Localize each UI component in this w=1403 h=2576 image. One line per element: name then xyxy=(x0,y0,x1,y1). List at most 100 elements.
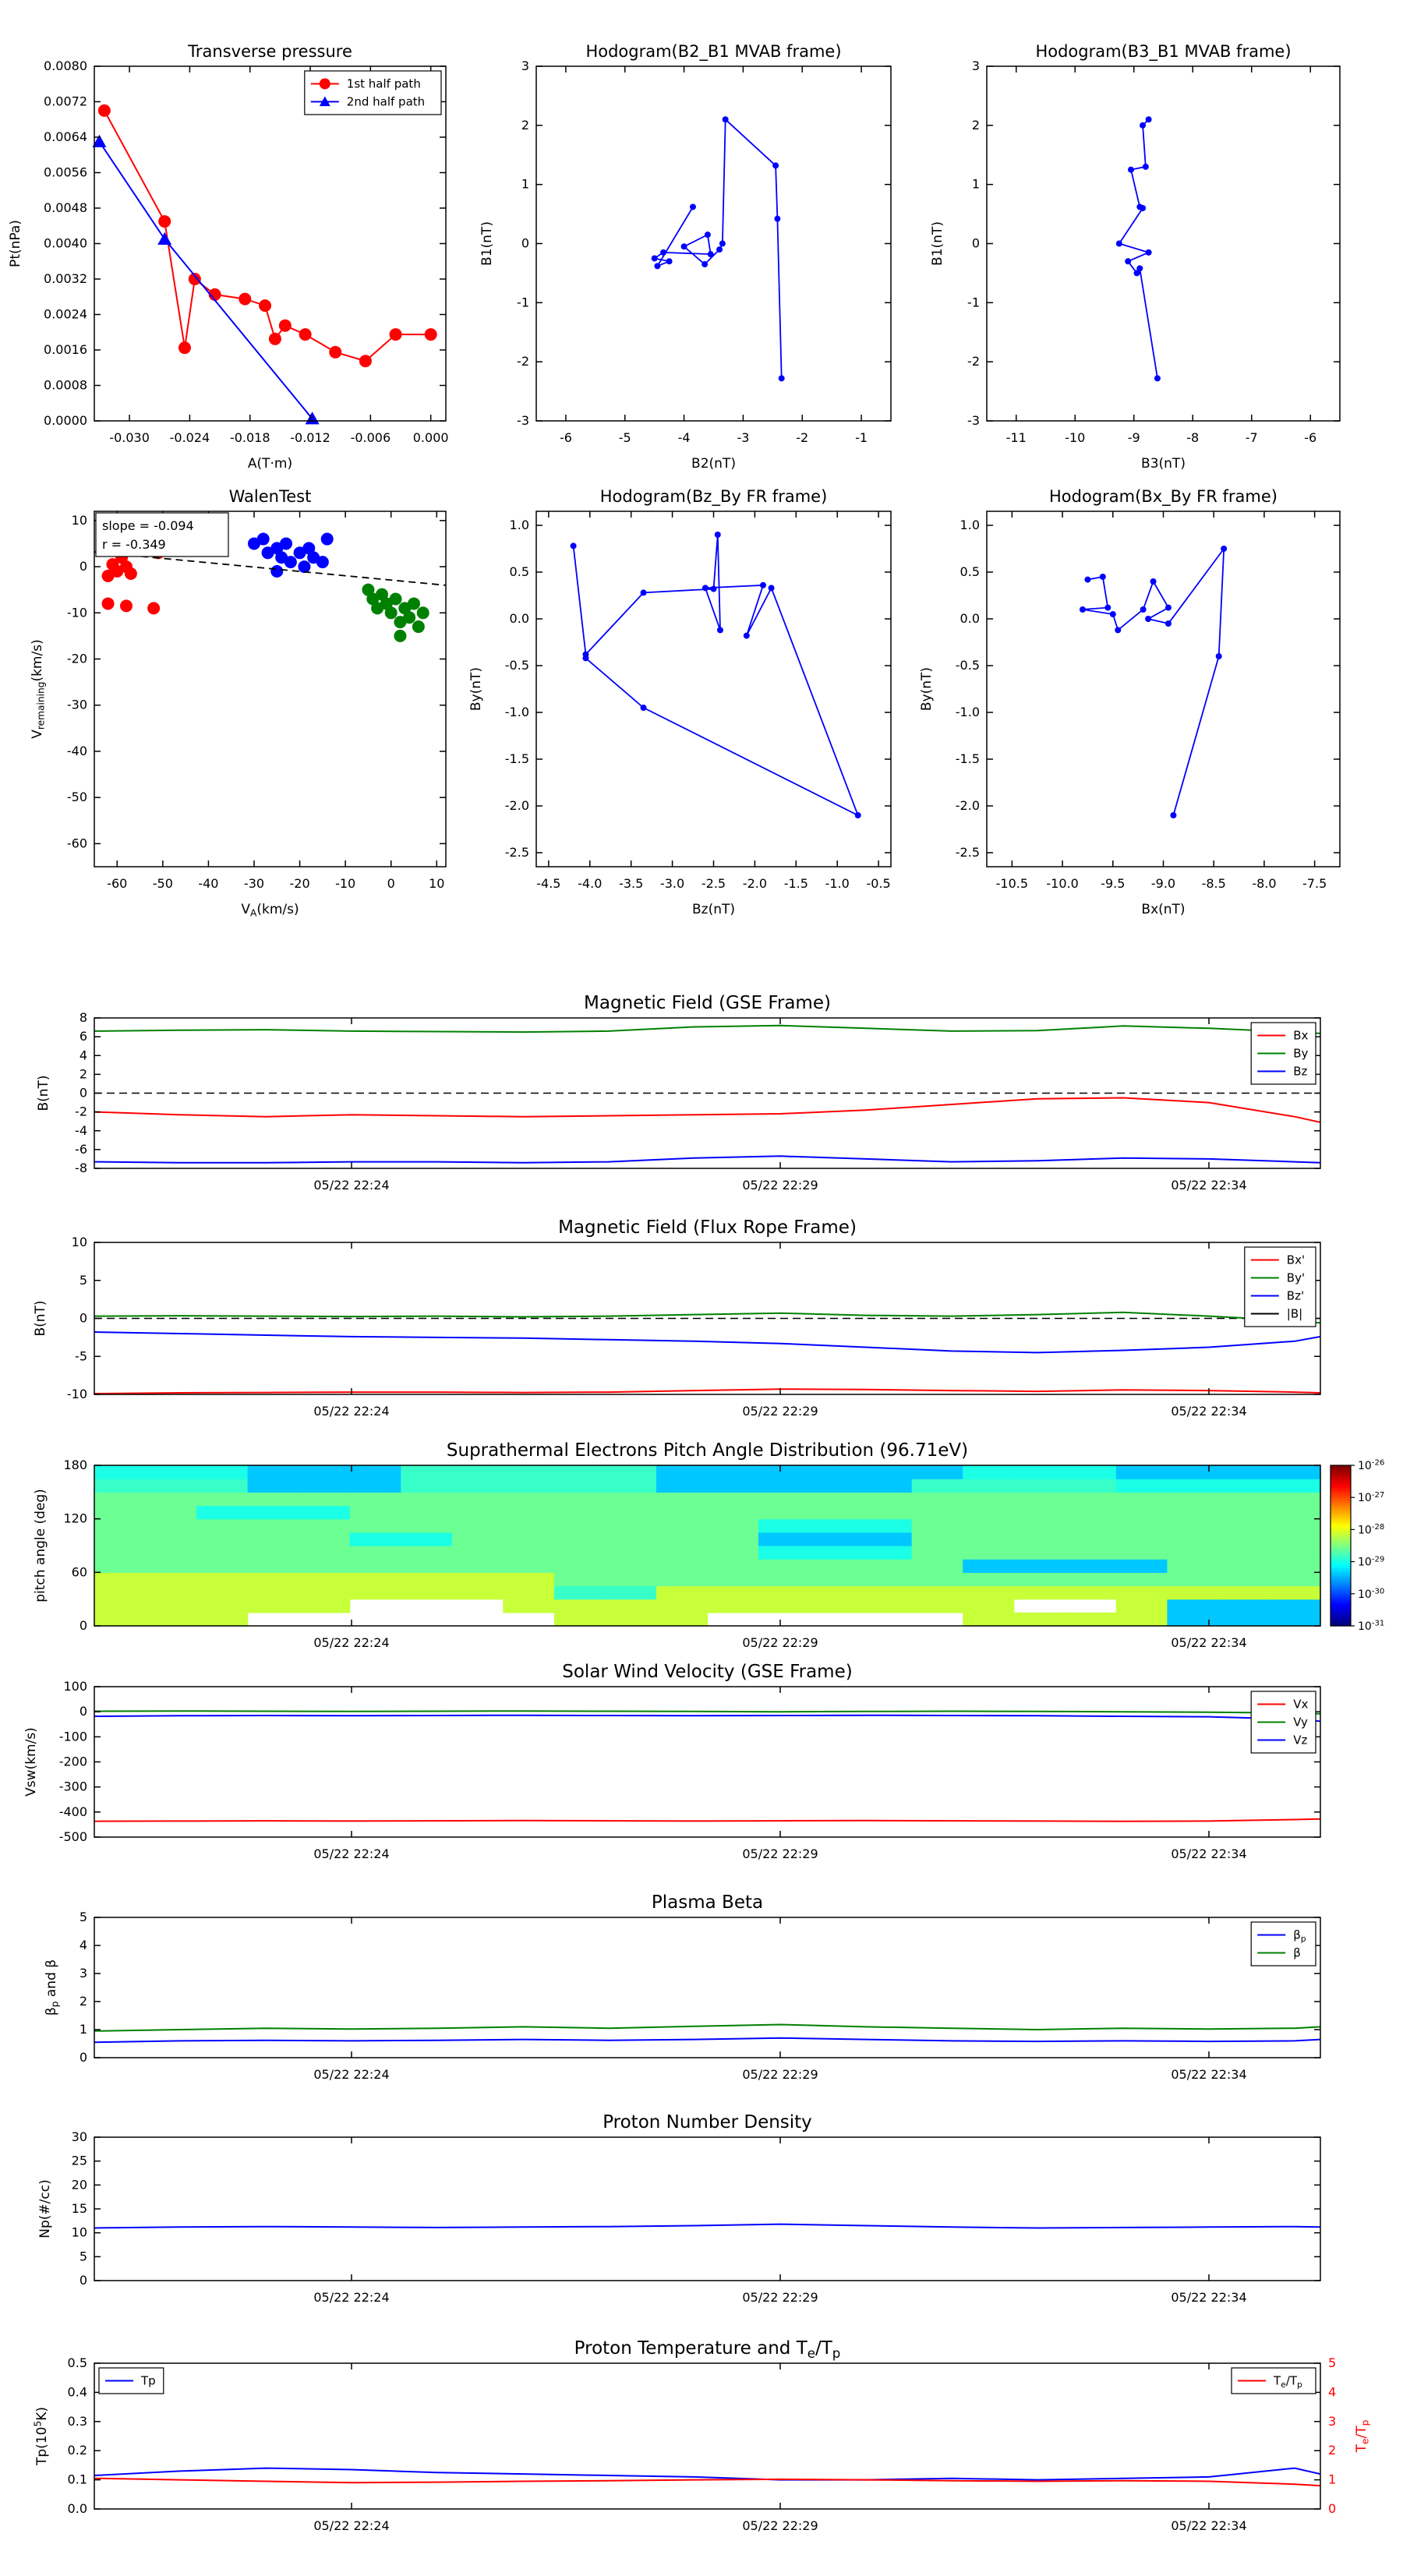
walen-test-annotation-line: slope = -0.094 xyxy=(102,518,194,533)
x-tick-label: 05/22 22:34 xyxy=(1171,2290,1246,2305)
x-tick-label: -8 xyxy=(1186,430,1199,445)
b-gse-series-Bx xyxy=(94,1097,1320,1123)
y-tick-label: -500 xyxy=(59,1829,87,1844)
x-tick-label: 05/22 22:29 xyxy=(742,1178,818,1193)
y-tick-label: -1.0 xyxy=(956,705,980,719)
x-tick-label: -0.018 xyxy=(230,430,270,445)
y-tick-label: 0.0 xyxy=(510,611,529,626)
legend-label: By' xyxy=(1287,1271,1305,1285)
hodogram-b3b1-title: Hodogram(B3_B1 MVAB frame) xyxy=(1035,42,1291,62)
y-tick-label: 15 xyxy=(72,2201,87,2216)
beta-series-beta-p xyxy=(94,2037,1320,2044)
vsw-ylabel: Vsw(km/s) xyxy=(23,1727,39,1797)
b-fr-title: Magnetic Field (Flux Rope Frame) xyxy=(558,1217,857,1238)
walen-test-ylabel: Vremaining(km/s) xyxy=(30,639,47,738)
hodogram-bxby-xlabel: Bx(nT) xyxy=(1141,902,1185,917)
y-tick-label: -1.5 xyxy=(956,751,980,766)
x-tick-label: 05/22 22:24 xyxy=(313,1178,389,1193)
y-tick-label: 0.0008 xyxy=(44,378,87,393)
x-tick-label: 05/22 22:34 xyxy=(1171,1178,1246,1193)
y-tick-label: 2 xyxy=(80,1066,87,1081)
beta-ylabel: βp and β xyxy=(44,1959,61,2016)
x-tick-label: -2 xyxy=(796,430,808,445)
hodogram-b2b1-title: Hodogram(B2_B1 MVAB frame) xyxy=(585,42,841,62)
y-tick-label: 0 xyxy=(80,2050,87,2065)
y-tick-label: 1 xyxy=(80,2022,87,2037)
legend-label: Bz xyxy=(1293,1065,1307,1079)
x-tick-label: -3.5 xyxy=(619,876,643,891)
y-tick-label: 0 xyxy=(80,2273,87,2288)
b-gse-title: Magnetic Field (GSE Frame) xyxy=(584,993,831,1013)
transverse-pressure-legend: 1st half path 2nd half path xyxy=(304,70,442,115)
y-tick-label: 2 xyxy=(972,118,980,133)
x-tick-label: 05/22 22:29 xyxy=(742,1635,818,1650)
b-fr-series-By' xyxy=(94,1311,1320,1324)
x-tick-label: 05/22 22:24 xyxy=(313,1846,389,1861)
b-fr: 05/22 22:24 05/22 22:29 05/22 22:34 -10 -5 0 5… xyxy=(33,1217,1321,1419)
colorbar-tick-label: 10-27 xyxy=(1358,1491,1384,1504)
hodogram-bzby-axes xyxy=(535,511,892,868)
x-tick-label: 05/22 22:29 xyxy=(742,1846,818,1861)
x-tick-label: 0.000 xyxy=(413,430,449,445)
x-tick-label: -4.5 xyxy=(536,876,560,891)
x-tick-label: 05/22 22:24 xyxy=(313,2290,389,2305)
legend-label: |B| xyxy=(1287,1307,1302,1321)
x-tick-label: 05/22 22:29 xyxy=(742,2518,818,2533)
hodogram-b2b1-ylabel: B1(nT) xyxy=(479,221,495,266)
y-tick-label: 3 xyxy=(80,1966,87,1981)
y-tick-label: -10 xyxy=(67,605,87,620)
y-tick-label: 0.0056 xyxy=(44,165,87,180)
right-y-tick-label: 2 xyxy=(1328,2443,1336,2458)
beta-title: Plasma Beta xyxy=(652,1892,763,1913)
tp-legend: Te/Tp xyxy=(1231,2367,1316,2394)
right-y-tick-label: 5 xyxy=(1328,2355,1336,2370)
legend-label: Tp xyxy=(140,2374,156,2388)
y-tick-label: 0 xyxy=(80,1086,87,1101)
y-tick-label: 5 xyxy=(80,2249,87,2263)
electron-pad-ylabel: pitch angle (deg) xyxy=(33,1489,48,1602)
legend-label: Vz xyxy=(1293,1733,1307,1747)
y-tick-label: -0.5 xyxy=(956,658,980,673)
hodogram-b3b1-ylabel: B1(nT) xyxy=(930,221,945,266)
y-tick-label: -2 xyxy=(75,1104,87,1119)
x-tick-label: -40 xyxy=(198,876,218,891)
y-tick-label: 0.0 xyxy=(68,2501,87,2516)
b-gse-ylabel: B(nT) xyxy=(36,1075,51,1111)
transverse-pressure-series-2nd half path xyxy=(98,141,313,419)
legend-label: By xyxy=(1293,1047,1308,1061)
x-tick-label: -8.0 xyxy=(1252,876,1276,891)
electron-pad: 10-26 10-27 10-28 10-29 10-30 10-31 05/22 22:2… xyxy=(33,1440,1384,1650)
y-tick-label: 1.0 xyxy=(960,518,980,532)
hodogram-bzby-series-hodogram-path xyxy=(572,534,860,817)
colorbar-tick-label: 10-28 xyxy=(1358,1523,1384,1536)
right-y-tick-label: 4 xyxy=(1328,2384,1336,2399)
legend-label: β xyxy=(1293,1946,1301,1960)
y-tick-label: 0.0032 xyxy=(44,271,87,286)
right-y-tick-label: 0 xyxy=(1328,2501,1336,2516)
y-tick-label: 0.0080 xyxy=(44,58,87,73)
tp-series-Tp xyxy=(94,2467,1320,2481)
beta-legend: βp β xyxy=(1250,1921,1316,1966)
y-tick-label: 0.0016 xyxy=(44,342,87,357)
y-tick-label: -2.5 xyxy=(956,845,980,860)
x-tick-label: 05/22 22:24 xyxy=(313,2067,389,2082)
hodogram-bxby-axes xyxy=(986,511,1341,868)
transverse-pressure-title: Transverse pressure xyxy=(187,42,352,61)
x-tick-label: -30 xyxy=(244,876,264,891)
y-tick-label: 2 xyxy=(521,118,529,133)
y-tick-label: 5 xyxy=(80,1910,87,1924)
x-tick-label: 05/22 22:24 xyxy=(313,1404,389,1419)
vsw: 05/22 22:24 05/22 22:29 05/22 22:34 -500 -40… xyxy=(23,1662,1321,1861)
y-tick-label: -40 xyxy=(67,744,87,758)
y-tick-label: 0.5 xyxy=(510,564,529,579)
y-tick-label: 20 xyxy=(72,2177,87,2192)
y-tick-label: -20 xyxy=(67,652,87,666)
hodogram-bxby-ylabel: By(nT) xyxy=(919,667,935,711)
x-tick-label: -60 xyxy=(107,876,127,891)
y-tick-label: 0 xyxy=(80,1311,87,1326)
y-tick-label: -1 xyxy=(967,295,980,309)
y-tick-label: 1.0 xyxy=(510,518,529,532)
tp-ylabel-right: Te/Tp xyxy=(1354,2419,1371,2453)
